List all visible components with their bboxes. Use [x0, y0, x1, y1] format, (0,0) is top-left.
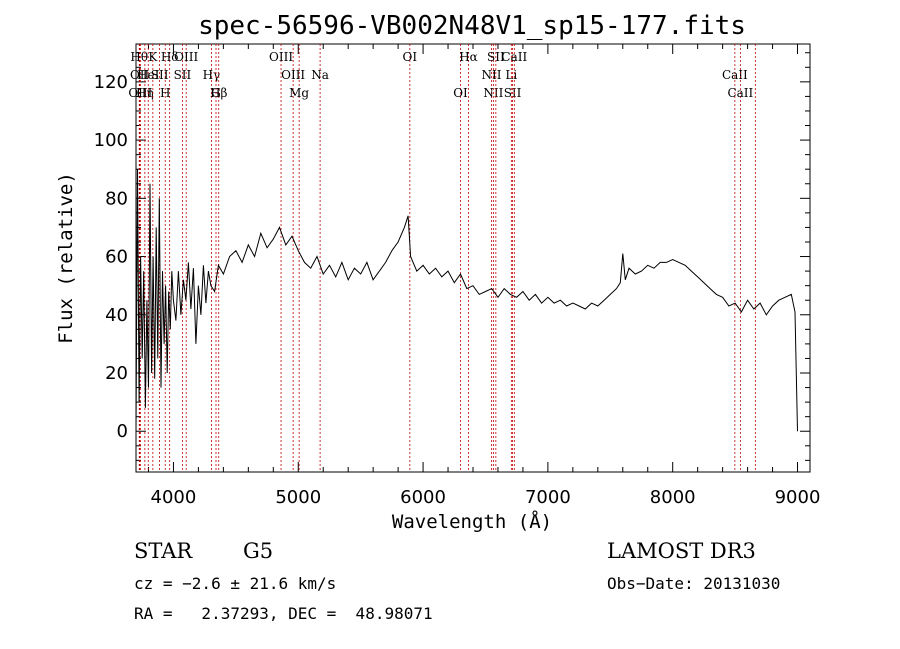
- line-marker-label: OII: [130, 68, 150, 82]
- line-marker-label: OI: [403, 50, 418, 64]
- line-marker-label: CaII: [727, 86, 753, 100]
- line-marker-label: NII: [483, 86, 503, 100]
- line-marker-label: SII: [174, 68, 192, 82]
- line-marker-label: OIII: [128, 86, 152, 100]
- line-marker-label: CaII: [722, 68, 748, 82]
- line-marker-label: H: [160, 86, 170, 100]
- x-tick-label: 5000: [275, 487, 321, 508]
- line-marker-label: Mg: [289, 86, 309, 100]
- y-axis-label: Flux (relative): [55, 172, 77, 344]
- x-tick-label: 9000: [775, 487, 821, 508]
- plot-frame: [135, 43, 811, 473]
- line-marker-label: Hα: [459, 50, 478, 64]
- line-marker-label: Hγ: [203, 68, 221, 82]
- line-marker-label: CaII: [501, 50, 527, 64]
- y-tick-label: 60: [105, 247, 128, 268]
- line-marker-label: Li: [505, 68, 517, 82]
- survey-name: LAMOST DR3: [607, 539, 756, 563]
- emission-line-markers: HθOIIOIIIHηHeIKSIIHHδSIIOIIIHγGHβOIIIOII…: [128, 44, 756, 472]
- obs-date-text: Obs−Date: 20131030: [607, 574, 781, 593]
- y-tick-label: 0: [117, 421, 128, 442]
- x-axis-label: Wavelength (Å): [392, 510, 552, 533]
- object-class: STAR: [134, 539, 193, 563]
- line-marker-label: OIII: [269, 50, 293, 64]
- line-marker-label: Na: [311, 68, 329, 82]
- x-tick-label: 4000: [151, 487, 197, 508]
- x-tick-label: 6000: [400, 487, 446, 508]
- line-marker-label: Hβ: [210, 86, 227, 100]
- axis-ticks: 4000 5000 6000 7000 8000 9000 0 20 40 60 80 100 120: [94, 44, 821, 508]
- line-marker-label: NII: [481, 68, 501, 82]
- x-tick-label: 7000: [525, 487, 571, 508]
- line-marker-label: OIII: [281, 68, 305, 82]
- line-marker-label: OI: [453, 86, 468, 100]
- x-tick-label: 8000: [650, 487, 696, 508]
- redshift-text: cz = −2.6 ± 21.6 km/s: [134, 574, 337, 593]
- flux-series-line: [135, 169, 798, 432]
- object-subclass: G5: [243, 539, 274, 563]
- line-marker-label: G: [211, 86, 221, 100]
- line-marker-label: K: [148, 50, 158, 64]
- coordinates-text: RA = 2.37293, DEC = 48.98071: [134, 604, 433, 623]
- line-marker-label: SII: [504, 86, 522, 100]
- line-marker-label: HeI: [137, 68, 160, 82]
- y-tick-label: 80: [105, 188, 128, 209]
- y-tick-label: 40: [105, 305, 128, 326]
- line-marker-label: Hδ: [161, 50, 179, 64]
- line-marker-label: SII: [151, 68, 169, 82]
- line-marker-label: Hη: [136, 86, 154, 100]
- chart-title: spec-56596-VB002N48V1_sp15-177.fits: [198, 11, 746, 41]
- line-marker-label: OIII: [174, 50, 198, 64]
- y-tick-label: 20: [105, 363, 128, 384]
- y-tick-label: 120: [94, 72, 128, 93]
- line-marker-label: SII: [487, 50, 505, 64]
- y-tick-label: 100: [94, 130, 128, 151]
